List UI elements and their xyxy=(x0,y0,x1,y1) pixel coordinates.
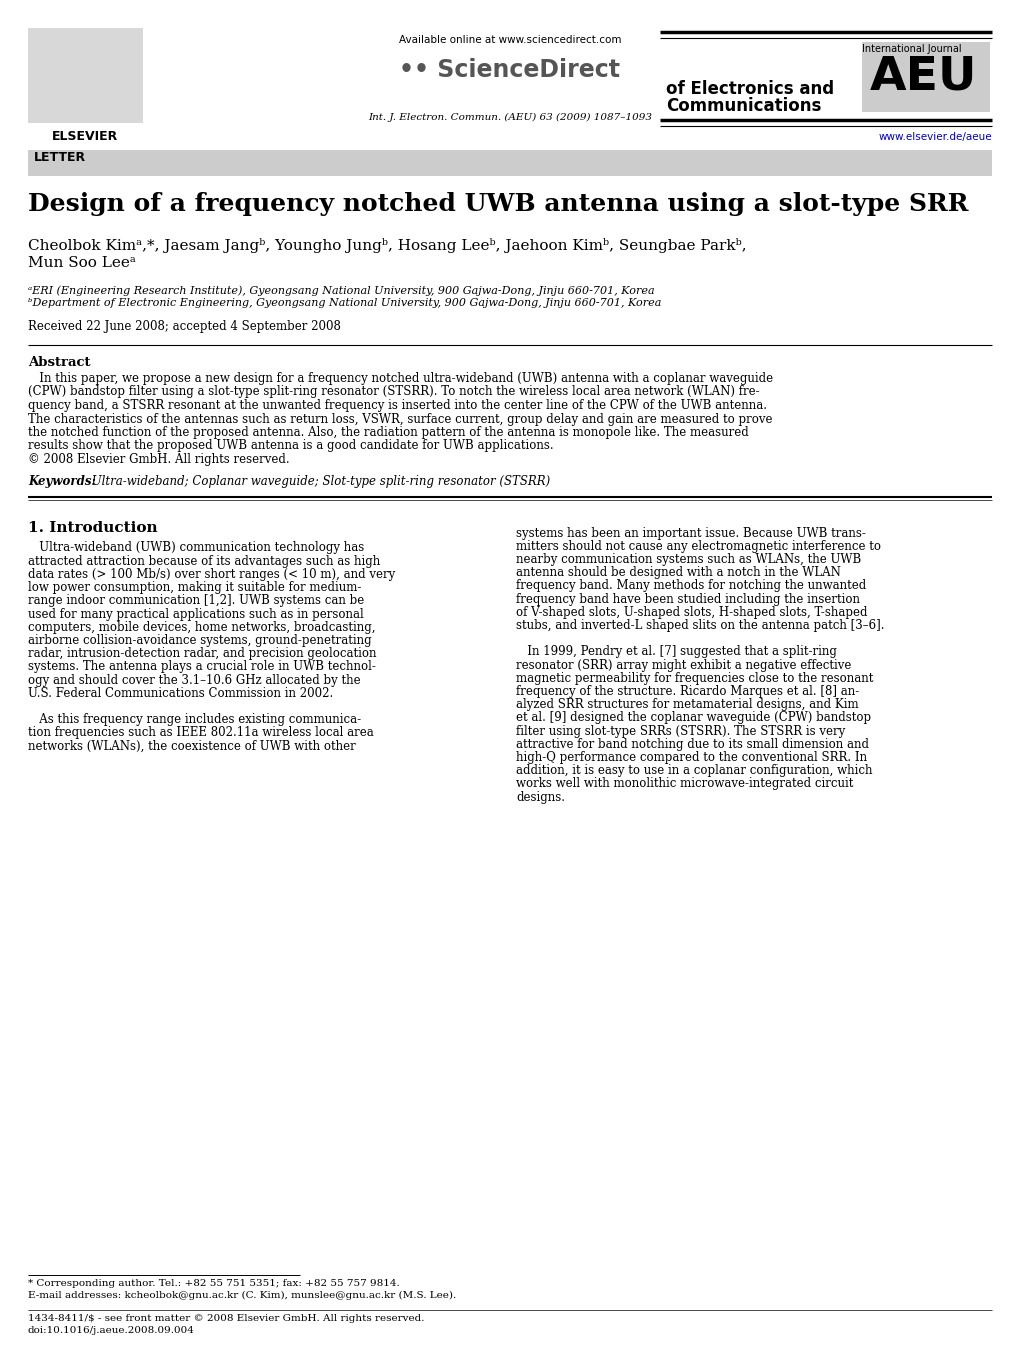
Text: In 1999, Pendry et al. [7] suggested that a split-ring: In 1999, Pendry et al. [7] suggested tha… xyxy=(516,646,836,658)
Text: frequency band. Many methods for notching the unwanted: frequency band. Many methods for notchin… xyxy=(516,580,865,592)
Text: frequency band have been studied including the insertion: frequency band have been studied includi… xyxy=(516,593,859,605)
Bar xyxy=(28,28,143,123)
Text: Ultra-wideband (UWB) communication technology has: Ultra-wideband (UWB) communication techn… xyxy=(28,542,364,554)
Text: (CPW) bandstop filter using a slot-type split-ring resonator (STSRR). To notch t: (CPW) bandstop filter using a slot-type … xyxy=(28,385,759,399)
Bar xyxy=(861,42,989,112)
Text: © 2008 Elsevier GmbH. All rights reserved.: © 2008 Elsevier GmbH. All rights reserve… xyxy=(28,453,289,466)
Text: tion frequencies such as IEEE 802.11a wireless local area: tion frequencies such as IEEE 802.11a wi… xyxy=(28,727,373,739)
Text: airborne collision-avoidance systems, ground-penetrating: airborne collision-avoidance systems, gr… xyxy=(28,634,371,647)
Text: magnetic permeability for frequencies close to the resonant: magnetic permeability for frequencies cl… xyxy=(516,671,872,685)
Text: Ultra-wideband; Coplanar waveguide; Slot-type split-ring resonator (STSRR): Ultra-wideband; Coplanar waveguide; Slot… xyxy=(88,474,549,488)
Text: In this paper, we propose a new design for a frequency notched ultra-wideband (U: In this paper, we propose a new design f… xyxy=(28,372,772,385)
Text: computers, mobile devices, home networks, broadcasting,: computers, mobile devices, home networks… xyxy=(28,620,375,634)
Text: Communications: Communications xyxy=(665,97,820,115)
Text: low power consumption, making it suitable for medium-: low power consumption, making it suitabl… xyxy=(28,581,361,594)
Text: attractive for band notching due to its small dimension and: attractive for band notching due to its … xyxy=(516,738,868,751)
Text: mitters should not cause any electromagnetic interference to: mitters should not cause any electromagn… xyxy=(516,539,880,553)
Text: ELSEVIER: ELSEVIER xyxy=(52,130,118,143)
Text: Design of a frequency notched UWB antenna using a slot-type SRR: Design of a frequency notched UWB antenn… xyxy=(28,192,968,216)
Text: The characteristics of the antennas such as return loss, VSWR, surface current, : The characteristics of the antennas such… xyxy=(28,412,771,426)
Text: designs.: designs. xyxy=(516,790,565,804)
Text: filter using slot-type SRRs (STSRR). The STSRR is very: filter using slot-type SRRs (STSRR). The… xyxy=(516,724,845,738)
Text: high-Q performance compared to the conventional SRR. In: high-Q performance compared to the conve… xyxy=(516,751,866,763)
Text: Mun Soo Leeᵃ: Mun Soo Leeᵃ xyxy=(28,255,136,270)
Bar xyxy=(28,150,991,176)
Text: et al. [9] designed the coplanar waveguide (CPW) bandstop: et al. [9] designed the coplanar wavegui… xyxy=(516,711,870,724)
Text: of V-shaped slots, U-shaped slots, H-shaped slots, T-shaped: of V-shaped slots, U-shaped slots, H-sha… xyxy=(516,605,866,619)
Text: ogy and should cover the 3.1–10.6 GHz allocated by the: ogy and should cover the 3.1–10.6 GHz al… xyxy=(28,674,361,686)
Text: frequency of the structure. Ricardo Marques et al. [8] an-: frequency of the structure. Ricardo Marq… xyxy=(516,685,858,698)
Text: results show that the proposed UWB antenna is a good candidate for UWB applicati: results show that the proposed UWB anten… xyxy=(28,439,553,453)
Text: antenna should be designed with a notch in the WLAN: antenna should be designed with a notch … xyxy=(516,566,840,580)
Text: Received 22 June 2008; accepted 4 September 2008: Received 22 June 2008; accepted 4 Septem… xyxy=(28,320,340,332)
Text: the notched function of the proposed antenna. Also, the radiation pattern of the: the notched function of the proposed ant… xyxy=(28,426,748,439)
Text: radar, intrusion-detection radar, and precision geolocation: radar, intrusion-detection radar, and pr… xyxy=(28,647,376,661)
Text: As this frequency range includes existing communica-: As this frequency range includes existin… xyxy=(28,713,361,725)
Text: ᵇDepartment of Electronic Engineering, Gyeongsang National University, 900 Gajwa: ᵇDepartment of Electronic Engineering, G… xyxy=(28,299,660,308)
Text: networks (WLANs), the coexistence of UWB with other: networks (WLANs), the coexistence of UWB… xyxy=(28,739,356,753)
Text: www.elsevier.de/aeue: www.elsevier.de/aeue xyxy=(877,132,991,142)
Text: alyzed SRR structures for metamaterial designs, and Kim: alyzed SRR structures for metamaterial d… xyxy=(516,698,858,711)
Text: U.S. Federal Communications Commission in 2002.: U.S. Federal Communications Commission i… xyxy=(28,686,333,700)
Text: 1434-8411/$ - see front matter © 2008 Elsevier GmbH. All rights reserved.: 1434-8411/$ - see front matter © 2008 El… xyxy=(28,1315,424,1323)
Text: * Corresponding author. Tel.: +82 55 751 5351; fax: +82 55 757 9814.: * Corresponding author. Tel.: +82 55 751… xyxy=(28,1279,399,1288)
Text: ᵃERI (Engineering Research Institute), Gyeongsang National University, 900 Gajwa: ᵃERI (Engineering Research Institute), G… xyxy=(28,285,654,296)
Text: quency band, a STSRR resonant at the unwanted frequency is inserted into the cen: quency band, a STSRR resonant at the unw… xyxy=(28,399,766,412)
Text: nearby communication systems such as WLANs, the UWB: nearby communication systems such as WLA… xyxy=(516,553,860,566)
Text: works well with monolithic microwave-integrated circuit: works well with monolithic microwave-int… xyxy=(516,777,853,790)
Text: doi:10.1016/j.aeue.2008.09.004: doi:10.1016/j.aeue.2008.09.004 xyxy=(28,1325,195,1335)
Text: Int. J. Electron. Commun. (AEU) 63 (2009) 1087–1093: Int. J. Electron. Commun. (AEU) 63 (2009… xyxy=(368,113,651,122)
Text: stubs, and inverted-L shaped slits on the antenna patch [3–6].: stubs, and inverted-L shaped slits on th… xyxy=(516,619,883,632)
Text: Available online at www.sciencedirect.com: Available online at www.sciencedirect.co… xyxy=(398,35,621,45)
Text: 1. Introduction: 1. Introduction xyxy=(28,521,158,535)
Text: used for many practical applications such as in personal: used for many practical applications suc… xyxy=(28,608,364,620)
Text: systems has been an important issue. Because UWB trans-: systems has been an important issue. Bec… xyxy=(516,527,865,539)
Text: International Journal: International Journal xyxy=(861,45,961,54)
Text: range indoor communication [1,2]. UWB systems can be: range indoor communication [1,2]. UWB sy… xyxy=(28,594,364,608)
Text: AEU: AEU xyxy=(869,55,976,100)
Text: •• ScienceDirect: •• ScienceDirect xyxy=(399,58,620,82)
Text: resonator (SRR) array might exhibit a negative effective: resonator (SRR) array might exhibit a ne… xyxy=(516,658,851,671)
Text: E-mail addresses: kcheolbok@gnu.ac.kr (C. Kim), munslee@gnu.ac.kr (M.S. Lee).: E-mail addresses: kcheolbok@gnu.ac.kr (C… xyxy=(28,1292,455,1300)
Text: addition, it is easy to use in a coplanar configuration, which: addition, it is easy to use in a coplana… xyxy=(516,765,871,777)
Text: Keywords:: Keywords: xyxy=(28,474,96,488)
Text: attracted attraction because of its advantages such as high: attracted attraction because of its adva… xyxy=(28,555,380,567)
Text: systems. The antenna plays a crucial role in UWB technol-: systems. The antenna plays a crucial rol… xyxy=(28,661,376,673)
Text: Abstract: Abstract xyxy=(28,357,91,369)
Text: Cheolbok Kimᵃ,*, Jaesam Jangᵇ, Youngho Jungᵇ, Hosang Leeᵇ, Jaehoon Kimᵇ, Seungba: Cheolbok Kimᵃ,*, Jaesam Jangᵇ, Youngho J… xyxy=(28,238,746,253)
Text: data rates (> 100 Mb/s) over short ranges (< 10 m), and very: data rates (> 100 Mb/s) over short range… xyxy=(28,567,395,581)
Text: LETTER: LETTER xyxy=(34,151,86,163)
Text: of Electronics and: of Electronics and xyxy=(665,80,834,99)
